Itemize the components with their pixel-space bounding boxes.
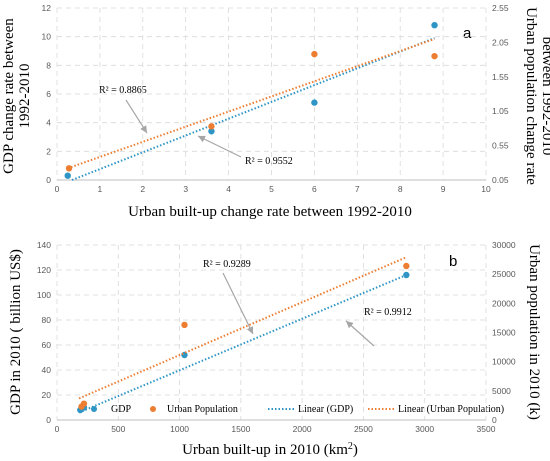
panel-a-annotation-blue: R² = 0.9552: [245, 156, 293, 167]
panel-a-point-series-0: [64, 172, 71, 179]
panel-a-ylabel-left-1: GDP change rate between: [1, 18, 17, 174]
panel-a-x-tick-label: 5: [269, 184, 274, 194]
panel-a-y-left-tick-label: 12: [42, 3, 52, 13]
panel-a-annotation-arrowhead: [198, 135, 206, 143]
panel-a-x-tick-label: 0: [55, 184, 60, 194]
panel-a-y-left-tick-label: 0: [46, 175, 51, 185]
panel-b-y-left-tick-label: 20: [42, 390, 52, 400]
panel-b-y-left-tick-label: 140: [37, 240, 51, 250]
panel-a-x-tick-label: 6: [312, 184, 317, 194]
legend-linear-gdp-label: Linear (GDP): [298, 404, 353, 415]
panel-a-ylabel-right-2: between 1992-2010: [539, 37, 550, 156]
panel-a-y-right-tick-label: 2.55: [492, 3, 509, 13]
panel-b-xlabel: Urban built-up in 2010 (km2): [182, 441, 358, 458]
panel-b-x-tick-label: 0: [55, 424, 60, 434]
panel-a: a Urban built-up change rate between 199…: [1, 7, 550, 220]
panel-a-x-tick-label: 1: [98, 184, 103, 194]
panel-a-y-right-tick-label: 1.55: [492, 72, 509, 82]
panel-a-point-series-0: [431, 22, 438, 29]
panel-a-x-tick-label: 7: [355, 184, 360, 194]
panel-b-x-tick-label: 500: [111, 424, 125, 434]
panel-b-annotation-arrowhead: [346, 321, 354, 329]
panel-a-x-tick-label: 3: [183, 184, 188, 194]
panel-b-x-tick-label: 2000: [293, 424, 312, 434]
panel-b-annotation-arrowhead: [246, 326, 254, 334]
panel-b-label: b: [449, 253, 457, 270]
panel-a-point-series-0: [311, 99, 318, 106]
panel-b-annotation-arrow-line: [222, 272, 254, 335]
panel-b-annotation-orange: R² = 0.9289: [203, 259, 251, 270]
panel-b: b Urban built-up in 2010 (km2) GDP in 20…: [8, 244, 542, 458]
panel-a-ylabel-right-1: Urban population change rate: [523, 7, 539, 185]
panel-a-x-tick-label: 8: [398, 184, 403, 194]
panel-b-trendline-series-0: [78, 274, 407, 414]
panel-a-y-left-tick-label: 10: [42, 32, 52, 42]
panel-b-y-right-tick-label: 15000: [492, 328, 516, 338]
panel-b-ylabel-left: GDP in 2010 ( billion US$): [8, 249, 24, 415]
panel-b-xlabel-tail: ): [353, 442, 358, 458]
panel-a-y-left-tick-label: 4: [46, 118, 51, 128]
panel-b-y-left-tick-label: 80: [42, 315, 52, 325]
panel-a-y-right-tick-label: 0.55: [492, 141, 509, 151]
panel-b-y-right-tick-label: 25000: [492, 269, 516, 279]
panel-b-y-right-tick-label: 10000: [492, 357, 516, 367]
panel-b-trendline-series-1: [78, 256, 407, 400]
panel-b-y-left-tick-label: 60: [42, 340, 52, 350]
panel-a-annotation-orange: R² = 0.8865: [99, 85, 147, 96]
panel-b-x-tick-label: 1000: [170, 424, 189, 434]
panel-b-x-tick-label: 2500: [354, 424, 373, 434]
panel-a-annotation-arrow-line: [197, 135, 242, 158]
panel-b-x-tick-label: 3500: [477, 424, 496, 434]
panel-a-x-tick-label: 2: [140, 184, 145, 194]
panel-b-annotation-blue: R² = 0.9912: [364, 307, 412, 318]
panel-b-y-left-tick-label: 120: [37, 265, 51, 275]
legend-pop-marker: [150, 406, 156, 412]
panel-b-x-tick-label: 1500: [231, 424, 250, 434]
panel-a-point-series-1: [431, 52, 438, 60]
panel-b-point-series-0: [403, 271, 410, 279]
plot-area-a: 0 1 2 3 4 5 6 7 8 9 100246810120.050.551.051.552.0…: [42, 3, 509, 194]
panel-a-y-right-tick-label: 2.05: [492, 37, 509, 47]
panel-a-y-left-tick-label: 8: [46, 60, 51, 70]
panel-b-y-left-tick-label: 0: [46, 415, 51, 425]
panel-a-y-right-tick-label: 0.05: [492, 175, 509, 185]
panel-b-point-series-1: [181, 321, 188, 329]
panel-b-y-left-tick-label: 40: [42, 365, 52, 375]
panel-b-y-right-tick-label: 5000: [492, 386, 511, 396]
panel-a-point-series-0: [208, 128, 215, 135]
panel-b-xlabel-main: Urban built-up in 2010 (km: [182, 442, 348, 458]
legend-gdp-label: GDP: [111, 404, 131, 415]
panel-a-x-tick-label: 9: [441, 184, 446, 194]
panel-a-point-series-1: [311, 50, 318, 58]
panel-b-point-series-1: [403, 262, 410, 270]
legend-linear-pop-label: Linear (Urban Population): [398, 404, 504, 415]
panel-a-trendline-series-1: [67, 38, 435, 170]
panel-b-point-series-1: [80, 400, 88, 407]
panel-a-point-series-1: [208, 123, 215, 130]
panel-a-x-tick-label: 10: [481, 184, 491, 194]
panel-b-x-tick-label: 3000: [415, 424, 434, 434]
panel-a-y-right-tick-label: 1.05: [492, 106, 509, 116]
legend-pop-label: Urban Population: [167, 404, 238, 415]
panel-b-y-right-tick-label: 30000: [492, 240, 516, 250]
panel-b-y-right-tick-label: 20000: [492, 298, 516, 308]
panel-b-y-left-tick-label: 100: [37, 290, 51, 300]
legend: GDP Urban Population Linear (GDP) Linear…: [78, 404, 504, 415]
panel-a-x-tick-label: 4: [226, 184, 231, 194]
plot-area-b: 0 500 1000 1500 2000 2500 3000 3500020406080100…: [37, 240, 516, 434]
panel-a-annotation-arrowhead: [140, 125, 147, 133]
panel-b-ylabel-right: Urban population in 2010 (k): [526, 244, 542, 420]
panel-a-ylabel-left-2: 1992-2010: [17, 64, 33, 129]
panel-a-y-left-tick-label: 6: [46, 89, 51, 99]
panel-a-label: a: [463, 25, 472, 42]
panel-a-xlabel: Urban built-up change rate between 1992-…: [128, 204, 412, 220]
panel-b-xlabel-sup: 2: [348, 441, 353, 452]
panel-a-y-left-tick-label: 2: [46, 146, 51, 156]
panel-a-point-series-1: [65, 165, 73, 172]
panel-b-y-right-tick-label: 0: [492, 415, 497, 425]
